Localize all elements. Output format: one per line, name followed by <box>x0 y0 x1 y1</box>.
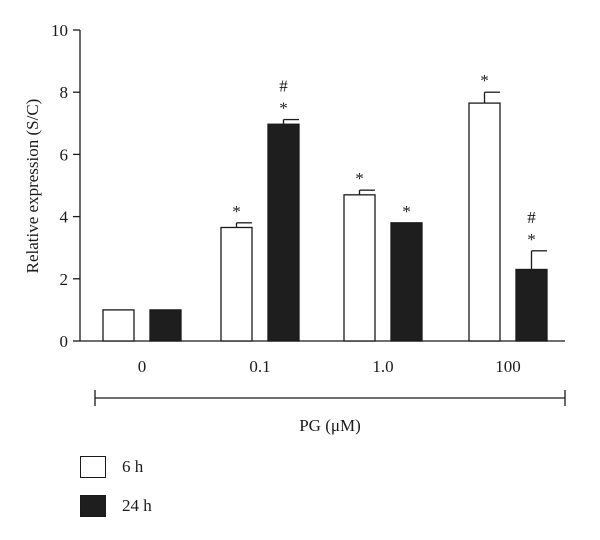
significance-asterisk: * <box>279 99 288 118</box>
bars: * * * * # * * # <box>102 71 548 342</box>
x-tick-label: 100 <box>495 357 521 376</box>
bar <box>149 309 182 342</box>
y-tick-label: 0 <box>60 332 69 351</box>
legend-label-24h: 24 h <box>122 496 152 515</box>
y-ticks: 0 2 4 6 8 10 <box>51 21 80 351</box>
significance-asterisk: * <box>527 230 536 249</box>
significance-asterisk: * <box>232 202 241 221</box>
x-tick-label: 0.1 <box>249 357 270 376</box>
bar <box>390 222 423 342</box>
x-tick-label: 1.0 <box>372 357 393 376</box>
significance-asterisk: * <box>480 71 489 90</box>
significance-asterisk: * <box>402 202 411 221</box>
bar <box>343 194 376 342</box>
legend-swatch-24h <box>80 495 106 517</box>
bar-chart: 0 2 4 6 8 10 0 0.1 1.0 100 * * * * # * * # Relative exp… <box>23 21 566 435</box>
legend-swatch-6h <box>80 456 106 478</box>
legend-label-6h: 6 h <box>122 457 144 476</box>
significance-hash: # <box>279 77 288 96</box>
y-tick-label: 6 <box>60 145 69 164</box>
legend-item-24h: 24 h <box>80 494 152 518</box>
x-axis-label: PG (μM) <box>299 416 361 435</box>
y-tick-label: 8 <box>60 83 69 102</box>
y-axis-label: Relative expression (S/C) <box>23 99 42 274</box>
bar <box>468 102 501 342</box>
significance-asterisk: * <box>355 169 364 188</box>
x-tick-label: 0 <box>138 357 147 376</box>
bar <box>220 226 253 342</box>
significance-hash: # <box>527 208 536 227</box>
legend: 6 h 24 h <box>80 455 152 533</box>
y-tick-label: 2 <box>60 270 69 289</box>
y-tick-label: 10 <box>51 21 68 40</box>
x-tick-labels: 0 0.1 1.0 100 <box>138 357 521 376</box>
y-tick-label: 4 <box>60 208 69 227</box>
legend-item-6h: 6 h <box>80 455 152 479</box>
bar <box>515 268 548 342</box>
bar <box>267 123 300 342</box>
bar <box>102 309 135 342</box>
